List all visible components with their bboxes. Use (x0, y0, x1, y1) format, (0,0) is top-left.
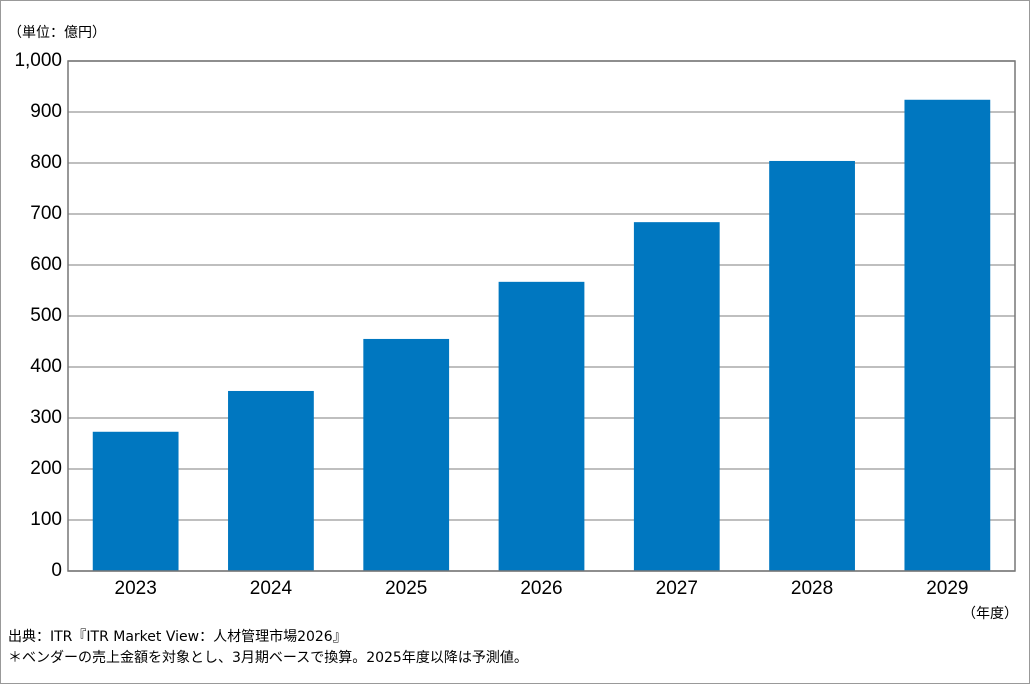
x-tick-label: 2023 (115, 578, 157, 599)
bar (363, 338, 450, 571)
y-tick-label: 300 (30, 407, 62, 428)
y-tick-label: 900 (30, 101, 62, 122)
bar (498, 281, 585, 571)
x-tick-label: 2024 (250, 578, 293, 599)
y-tick-label: 100 (30, 509, 62, 530)
bar (92, 431, 179, 571)
plot-border (67, 60, 1016, 572)
y-tick-label: 800 (30, 152, 62, 173)
x-tick-label: 2025 (385, 578, 427, 599)
x-tick-label: 2026 (520, 578, 562, 599)
unit-label: （単位：億円） (8, 25, 106, 41)
x-tick-label: 2027 (656, 578, 698, 599)
y-tick-label: 700 (30, 203, 62, 224)
bar (904, 99, 991, 571)
y-tick-label: 500 (30, 305, 62, 326)
y-tick-label: 200 (30, 458, 62, 479)
bar (228, 390, 314, 571)
y-tick-label: 0 (51, 560, 62, 581)
bar (769, 160, 855, 571)
x-tick-label: 2028 (791, 578, 833, 599)
y-tick-label: 1,000 (14, 50, 62, 71)
source: 出典：ITR『ITR Market View：人材管理市場2026』 (8, 628, 347, 645)
note: ＊ベンダーの売上金額を対象とし、3月期ベースで換算。2025年度以降は予測値。 (8, 650, 528, 666)
y-tick-label: 400 (30, 356, 62, 377)
bar (633, 222, 720, 571)
x-unit-label: （年度） (962, 606, 1018, 622)
y-tick-label: 600 (30, 254, 62, 275)
x-tick-label: 2029 (926, 578, 968, 599)
